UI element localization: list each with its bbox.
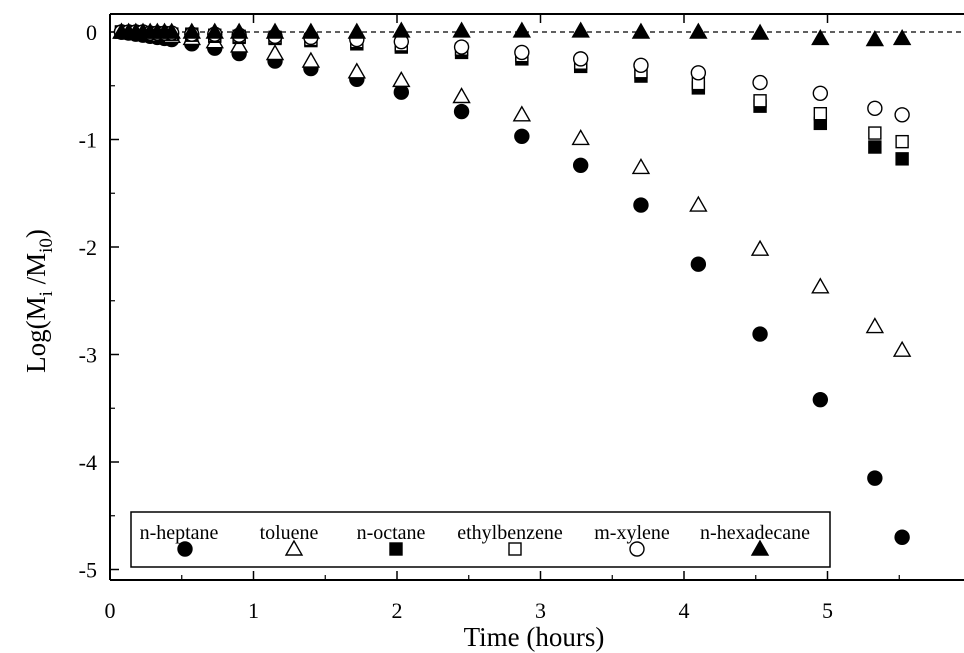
data-point-n-hexadecane [512,21,532,38]
data-point-m-xylene [572,51,589,67]
data-point-toluene [571,129,590,146]
plot-frame [109,13,964,581]
data-point-n-heptane [633,197,649,213]
legend-marker-n-heptane [177,541,193,557]
data-point-n-hexadecane [205,22,224,39]
data-point-n-hexadecane [182,22,202,39]
data-point-toluene [512,105,532,122]
legend-marker-toluene [284,539,304,556]
y-tick-label: -3 [79,343,97,368]
data-point-n-heptane [894,529,910,545]
data-point-n-hexadecane [452,21,471,38]
x-tick-label: 3 [535,598,546,623]
data-point-ethylbenzene [813,106,828,121]
y-axis: 0 -1 -2 -3 -4 -5 [79,20,119,583]
legend-label: ethylbenzene [457,522,563,544]
data-point-toluene [865,317,885,334]
data-point-toluene [689,195,708,212]
data-point-toluene [301,51,321,68]
legend-box [130,511,831,568]
legend-marker-n-octane [389,542,403,556]
data-point-toluene [750,239,770,256]
x-tick-label: 5 [822,598,833,623]
legend-label: n-heptane [140,522,219,544]
data-point-n-hexadecane [301,22,321,39]
data-point-toluene [229,36,249,53]
legend-marker-n-hexadecane [750,539,770,556]
data-point-n-heptane [752,326,768,342]
data-point-n-heptane [514,128,530,144]
legend-label: m-xylene [594,522,670,544]
x-tick-label: 0 [105,598,116,623]
data-point-toluene [892,340,912,357]
data-point-n-hexadecane [750,23,770,40]
series-m-xylene [113,24,910,123]
legend-marker-ethylbenzene [508,542,522,556]
x-axis: 0123456 [105,14,900,623]
data-point-m-xylene [514,44,530,61]
data-point-n-hexadecane [811,29,830,46]
y-tick-label: -5 [79,558,97,583]
data-point-ethylbenzene [895,134,909,149]
data-point-ethylbenzene [868,126,882,140]
data-point-n-hexadecane [865,30,885,47]
data-point-m-xylene [633,57,649,74]
legend-label: n-hexadecane [700,522,810,544]
data-point-n-heptane [690,256,707,272]
y-axis-label: Log(Mi /Mi0) [21,229,57,373]
data-point-m-xylene [453,39,470,55]
y-tick-label: -4 [79,450,97,475]
legend-marker-m-xylene [629,541,645,557]
series-n-heptane [113,24,910,545]
data-marks [112,21,912,545]
legend-label: toluene [260,522,319,544]
data-point-n-hexadecane [631,22,651,39]
data-point-n-heptane [867,470,883,486]
data-point-n-hexadecane [571,21,590,38]
data-point-toluene [631,158,651,175]
series-toluene [112,22,912,357]
data-point-n-hexadecane [392,21,411,38]
data-point-toluene [811,277,830,294]
data-point-toluene [452,87,471,104]
data-point-n-heptane [572,157,589,174]
data-point-m-xylene [752,74,768,91]
data-point-n-heptane [812,391,829,408]
x-tick-label: 4 [679,598,690,623]
series-n-hexadecane [112,21,912,47]
data-point-n-octane [868,140,882,154]
data-point-n-hexadecane [162,22,181,39]
data-point-ethylbenzene [753,94,767,108]
series-ethylbenzene [114,25,909,149]
x-tick-label: 1 [248,598,259,623]
data-point-n-hexadecane [265,22,285,39]
y-tick-label: 0 [86,20,97,45]
data-point-toluene [347,62,367,79]
data-point-m-xylene [867,100,883,117]
data-point-n-hexadecane [347,22,367,39]
data-point-n-heptane [453,103,470,120]
legend: n-heptane toluene n-octane ethylbenzene m-xy… [130,511,831,568]
data-point-n-octane [895,152,909,166]
x-axis-label: Time (hours) [464,622,605,652]
data-point-n-hexadecane [892,29,912,46]
data-point-n-hexadecane [689,22,708,39]
data-point-n-hexadecane [229,22,249,39]
data-point-m-xylene [812,85,829,101]
data-point-m-xylene [894,107,910,123]
data-point-n-heptane [393,84,410,100]
y-tick-label: -1 [79,128,97,153]
data-point-toluene [265,44,285,61]
y-tick-label: -2 [79,235,97,260]
data-point-m-xylene [690,65,707,81]
legend-label: n-octane [357,522,426,544]
x-tick-label: 2 [392,598,403,623]
data-point-toluene [392,70,411,88]
